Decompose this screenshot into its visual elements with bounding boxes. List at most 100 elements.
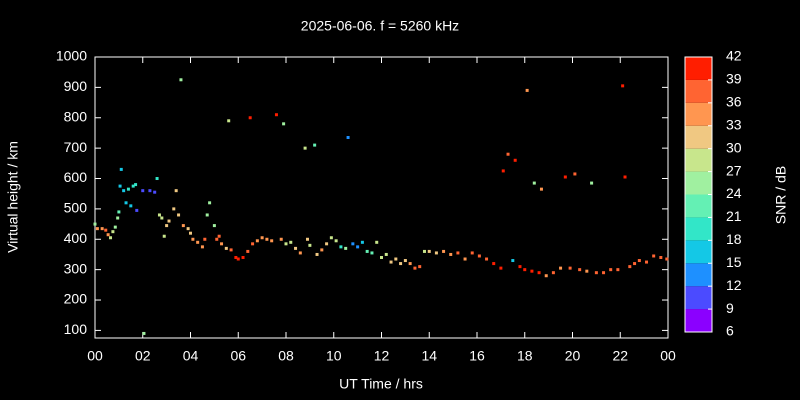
x-axis-label: UT Time / hrs — [339, 376, 423, 392]
y-tick-label: 800 — [64, 108, 88, 124]
y-tick-label: 500 — [64, 200, 88, 216]
point — [356, 245, 360, 249]
point — [122, 189, 126, 193]
point — [113, 225, 117, 229]
point — [100, 227, 104, 231]
point — [637, 259, 641, 263]
colorbar-segment — [685, 217, 712, 241]
point — [93, 222, 97, 226]
point — [106, 233, 110, 237]
point — [659, 255, 663, 259]
colorbar-segment — [685, 263, 712, 287]
point — [523, 268, 527, 272]
x-tick-label: 08 — [278, 348, 294, 364]
colorbar-tick-label: 42 — [726, 48, 742, 64]
point — [241, 255, 245, 259]
point — [530, 269, 534, 273]
point — [456, 251, 460, 255]
x-tick-label: 00 — [87, 348, 103, 364]
point — [117, 210, 121, 214]
x-tick-label: 12 — [374, 348, 390, 364]
point — [320, 248, 324, 252]
y-tick-label: 1000 — [56, 48, 87, 64]
point — [370, 251, 374, 255]
point — [298, 251, 302, 255]
point — [563, 175, 567, 179]
point — [126, 187, 130, 191]
point — [224, 246, 228, 250]
point — [621, 84, 625, 88]
point — [305, 237, 309, 241]
point — [119, 167, 123, 171]
point — [203, 237, 207, 241]
point — [470, 251, 474, 255]
point — [449, 252, 453, 256]
colorbar-tick-label: 30 — [726, 139, 742, 155]
colorbar-segment — [685, 194, 712, 218]
colorbar-tick-label: 39 — [726, 71, 742, 87]
point — [104, 228, 108, 232]
y-axis-label: Virtual height / km — [5, 141, 21, 253]
colorbar-segment — [685, 309, 712, 332]
colorbar-tick-label: 36 — [726, 94, 742, 110]
point — [518, 265, 522, 269]
point — [208, 201, 212, 205]
colorbar-tick-label: 15 — [726, 254, 742, 270]
point — [442, 249, 446, 253]
point — [501, 169, 505, 173]
point — [633, 262, 637, 266]
x-tick-label: 00 — [660, 348, 676, 364]
point — [623, 175, 627, 179]
point — [181, 224, 185, 228]
point — [196, 240, 200, 244]
colorbar-segment — [685, 102, 712, 126]
point — [408, 262, 412, 266]
y-tick-label: 300 — [64, 260, 88, 276]
point — [260, 236, 264, 240]
point — [172, 207, 176, 211]
point — [628, 265, 632, 269]
point — [422, 249, 426, 253]
point — [153, 190, 157, 194]
point — [346, 136, 350, 140]
colorbar-segment — [685, 125, 712, 149]
point — [141, 189, 145, 193]
chart-title: 2025-06-06. f = 5260 kHz — [301, 18, 459, 34]
point — [118, 184, 122, 188]
point — [289, 240, 293, 244]
colorbar-tick-label: 6 — [726, 323, 734, 339]
colorbar-tick-label: 24 — [726, 185, 742, 201]
colorbar-segment — [685, 171, 712, 195]
point — [111, 230, 115, 234]
point — [375, 240, 379, 244]
point — [511, 259, 515, 263]
point — [492, 262, 496, 266]
x-tick-label: 02 — [135, 348, 151, 364]
colorbar-tick-label: 27 — [726, 162, 742, 178]
y-tick-label: 200 — [64, 291, 88, 307]
point — [339, 245, 343, 249]
point — [174, 189, 178, 193]
point — [389, 260, 393, 264]
point — [284, 242, 288, 246]
point — [544, 274, 548, 278]
point — [578, 268, 582, 272]
point — [652, 254, 656, 258]
point — [315, 252, 319, 256]
point — [186, 227, 190, 231]
point — [229, 248, 233, 252]
point — [403, 259, 407, 263]
point — [155, 177, 159, 181]
x-tick-label: 18 — [517, 348, 533, 364]
point — [116, 216, 120, 220]
y-tick-label: 100 — [64, 321, 88, 337]
point — [189, 231, 192, 235]
point — [329, 236, 333, 240]
colorbar-label: SNR / dB — [773, 166, 789, 224]
colorbar-segment — [685, 240, 712, 264]
colorbar-tick-label: 9 — [726, 300, 734, 316]
point — [270, 239, 274, 243]
point — [360, 240, 364, 244]
point — [135, 208, 139, 212]
point — [129, 204, 133, 208]
